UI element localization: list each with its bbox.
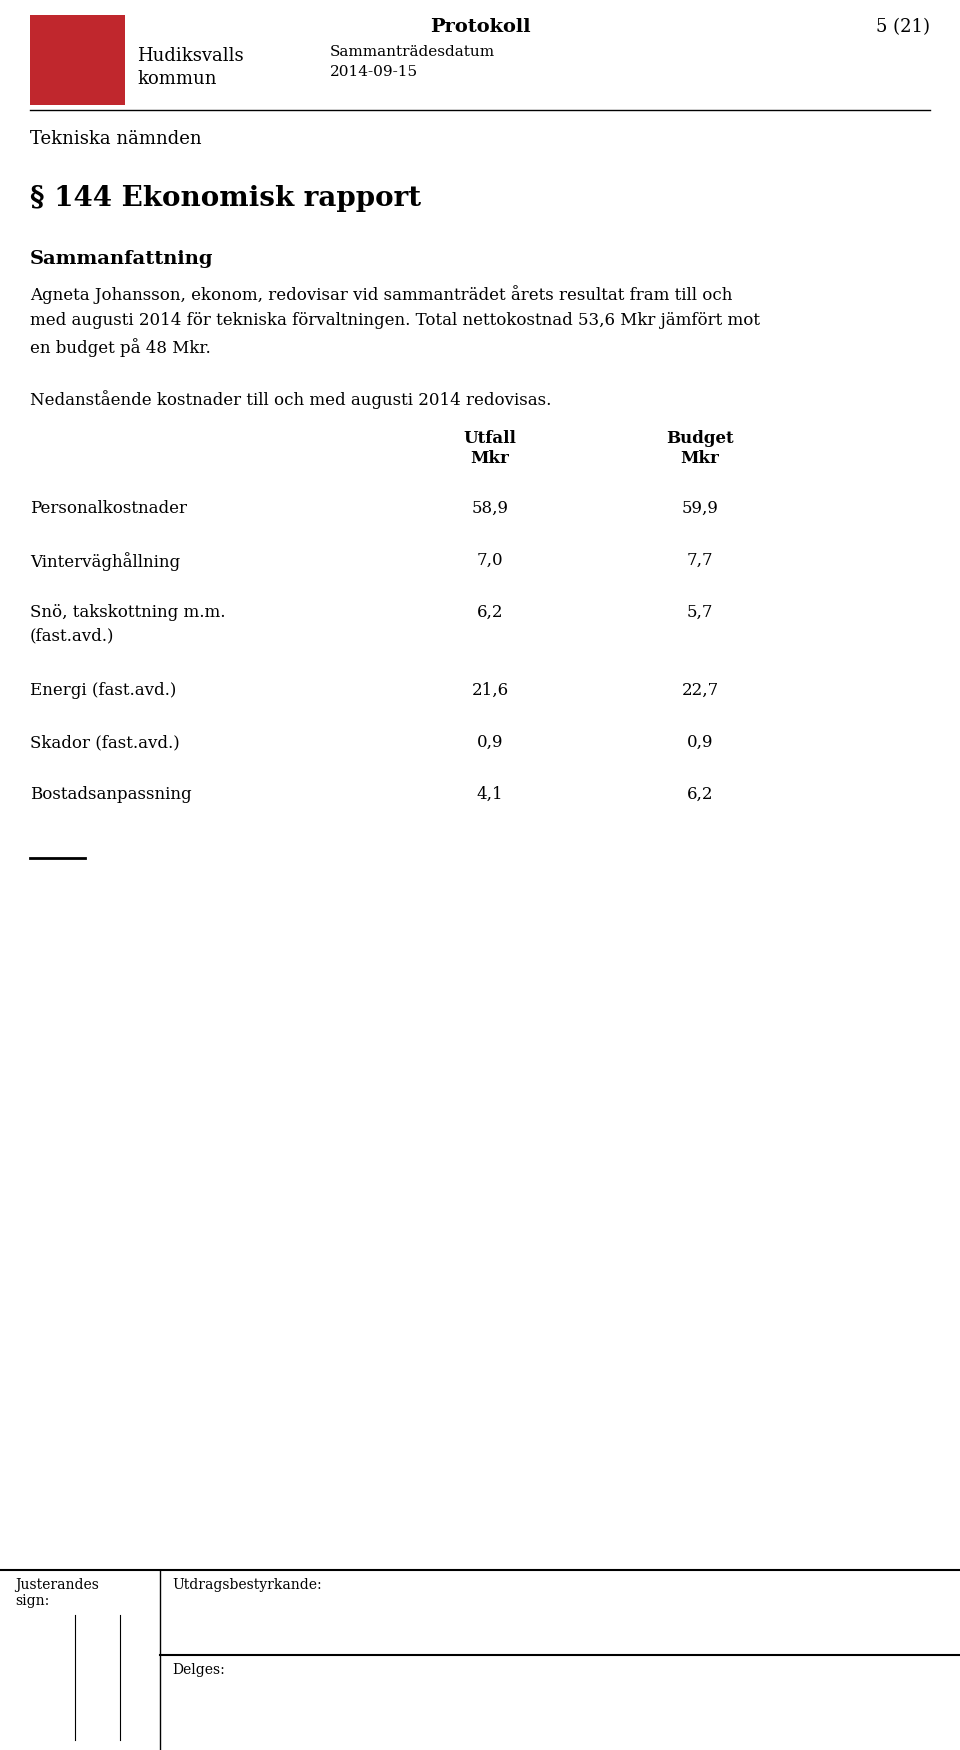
Text: Bostadsanpassning: Bostadsanpassning: [30, 786, 192, 803]
Text: Utdragsbestyrkande:: Utdragsbestyrkande:: [172, 1578, 322, 1592]
Bar: [30, 16, 125, 105]
Text: Utfall: Utfall: [464, 430, 516, 446]
Text: 7,0: 7,0: [477, 551, 503, 569]
Text: Mkr: Mkr: [470, 450, 510, 467]
Text: Sammanträdesdatum: Sammanträdesdatum: [330, 46, 495, 60]
Text: 59,9: 59,9: [682, 500, 718, 516]
Text: 2014-09-15: 2014-09-15: [330, 65, 419, 79]
Text: 21,6: 21,6: [471, 682, 509, 698]
Text: 6,2: 6,2: [477, 604, 503, 621]
Text: § 144 Ekonomisk rapport: § 144 Ekonomisk rapport: [30, 186, 421, 212]
Text: 7,7: 7,7: [686, 551, 713, 569]
Text: Agneta Johansson, ekonom, redovisar vid sammanträdet årets resultat fram till oc: Agneta Johansson, ekonom, redovisar vid …: [30, 285, 760, 357]
Text: Snö, takskottning m.m.
(fast.avd.): Snö, takskottning m.m. (fast.avd.): [30, 604, 226, 644]
Text: 5 (21): 5 (21): [876, 18, 930, 37]
Text: Tekniska nämnden: Tekniska nämnden: [30, 130, 202, 149]
Text: 4,1: 4,1: [477, 786, 503, 803]
Text: 58,9: 58,9: [471, 500, 509, 516]
Text: Protokoll: Protokoll: [430, 18, 530, 37]
Text: Delges:: Delges:: [172, 1662, 225, 1676]
Text: 0,9: 0,9: [477, 733, 503, 751]
Text: Sammanfattning: Sammanfattning: [30, 250, 213, 268]
Text: 22,7: 22,7: [682, 682, 719, 698]
Text: Energi (fast.avd.): Energi (fast.avd.): [30, 682, 177, 698]
Text: Justerandes: Justerandes: [15, 1578, 99, 1592]
Text: sign:: sign:: [15, 1594, 49, 1608]
Text: Personalkostnader: Personalkostnader: [30, 500, 187, 516]
Text: 6,2: 6,2: [686, 786, 713, 803]
Text: Nedanstående kostnader till och med augusti 2014 redovisas.: Nedanstående kostnader till och med augu…: [30, 390, 551, 410]
Text: 0,9: 0,9: [686, 733, 713, 751]
Text: Mkr: Mkr: [681, 450, 719, 467]
Text: Skador (fast.avd.): Skador (fast.avd.): [30, 733, 180, 751]
Text: 5,7: 5,7: [686, 604, 713, 621]
Text: kommun: kommun: [137, 70, 217, 88]
Text: Budget: Budget: [666, 430, 733, 446]
Text: Vinterväghållning: Vinterväghållning: [30, 551, 180, 570]
Text: Hudiksvalls: Hudiksvalls: [137, 47, 244, 65]
